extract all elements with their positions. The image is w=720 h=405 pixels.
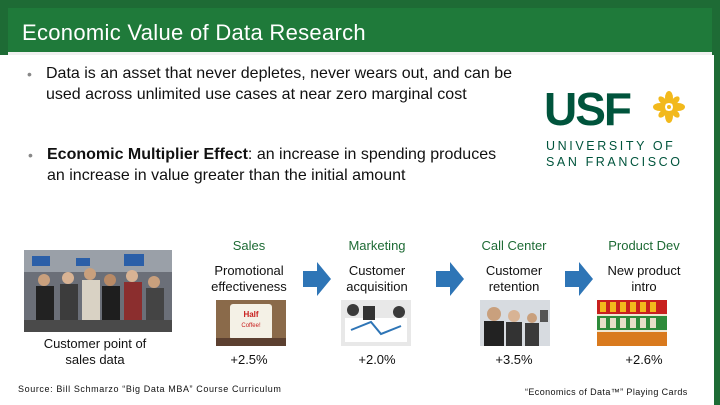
meeting-photo bbox=[341, 300, 411, 346]
title-panel: Economic Value of Data Research bbox=[8, 8, 712, 55]
source-note: Source: Bill Schmarzo “Big Data MBA” Cou… bbox=[18, 384, 282, 394]
arrow-right-icon bbox=[303, 262, 331, 296]
arrow-right-icon bbox=[565, 262, 593, 296]
svg-text:Coffee!: Coffee! bbox=[241, 323, 261, 329]
column-head-call-center: Call Center bbox=[481, 238, 547, 253]
column-desc-sales: Promotional effectiveness bbox=[211, 263, 287, 294]
title-bar: Economic Value of Data Research bbox=[0, 0, 720, 55]
column-desc-product-dev: New product intro bbox=[607, 263, 681, 294]
svg-text:Half: Half bbox=[243, 310, 258, 319]
column-desc-call-center: Customer retention bbox=[485, 263, 543, 294]
usf-logo-line1: UNIVERSITY OF bbox=[546, 139, 676, 153]
bullet-1-text: Data is an asset that never depletes, ne… bbox=[46, 65, 513, 103]
usf-logo: USF UNIVERSITY OF SAN FRANCISCO bbox=[544, 83, 685, 178]
usf-logo-subtitle: UNIVERSITY OF SAN FRANCISCO bbox=[546, 138, 683, 170]
column-desc-marketing: Customer acquisition bbox=[346, 263, 408, 294]
store-shelf-photo bbox=[597, 300, 667, 346]
playing-cards-note: “Economics of Data™” Playing Cards bbox=[525, 387, 688, 397]
right-rail bbox=[714, 55, 720, 405]
usf-logo-letters: USF bbox=[544, 83, 632, 135]
column-value-sales: +2.5% bbox=[230, 352, 268, 367]
bullet-dot-icon: • bbox=[27, 66, 32, 82]
bullet-2: • Economic Multiplier Effect: an increas… bbox=[28, 145, 497, 186]
slide-title: Economic Value of Data Research bbox=[22, 20, 366, 45]
bullet-2-text: : an increase in spending produces an in… bbox=[47, 146, 497, 184]
column-value-marketing: +2.0% bbox=[358, 352, 396, 367]
bullet-1: • Data is an asset that never depletes, … bbox=[27, 64, 516, 105]
flower-icon bbox=[653, 91, 685, 123]
bullet-dot-icon: • bbox=[28, 147, 33, 163]
column-value-call-center: +3.5% bbox=[495, 352, 533, 367]
arrow-right-icon bbox=[436, 262, 464, 296]
usf-logo-line2: SAN FRANCISCO bbox=[546, 155, 683, 169]
coffee-sign-photo: Half Coffee! bbox=[216, 300, 286, 346]
call-center-photo bbox=[480, 300, 550, 346]
column-value-product-dev: +2.6% bbox=[625, 352, 663, 367]
bullet-2-bold: Economic Multiplier Effect bbox=[47, 146, 248, 163]
column-head-marketing: Marketing bbox=[348, 238, 406, 253]
column-head-product-dev: Product Dev bbox=[608, 238, 680, 253]
column-head-sales: Sales bbox=[232, 238, 266, 253]
photo-caption: Customer point of sales data bbox=[43, 336, 147, 367]
shopping-crowd-photo bbox=[24, 250, 172, 332]
